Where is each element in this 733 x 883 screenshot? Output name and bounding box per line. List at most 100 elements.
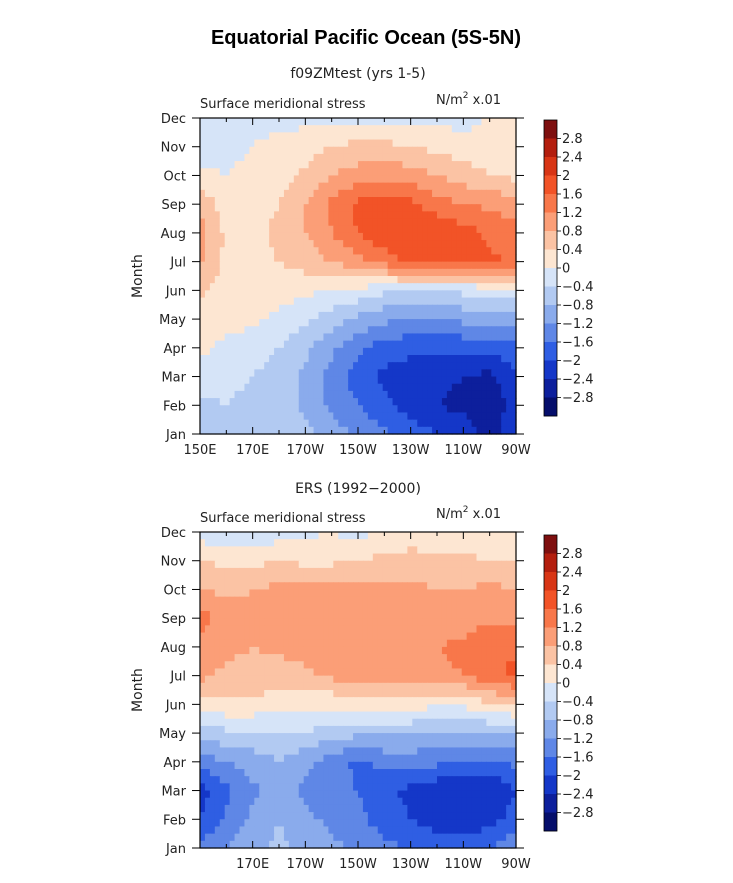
panel-observed-cell: [234, 668, 241, 677]
panel-model-cell: [288, 419, 295, 428]
panel-model-cell: [382, 319, 389, 327]
panel-model-cell: [377, 412, 384, 421]
panel-model-cell: [239, 139, 246, 148]
panel-model-cell: [224, 283, 231, 291]
panel-model-cell: [377, 369, 384, 378]
panel-observed-cell: [318, 661, 325, 670]
panel-model-cell: [204, 225, 211, 234]
panel-observed-cell: [343, 646, 349, 655]
panel-observed-cell: [254, 754, 260, 763]
panel-observed-cell: [219, 532, 226, 540]
panel-model-cell: [318, 297, 325, 306]
panel-model-cell: [446, 139, 453, 148]
panel-model-cell: [219, 412, 226, 421]
panel-model-cell: [506, 390, 512, 399]
panel-model-cell: [432, 182, 438, 191]
panel-model-cell: [412, 268, 418, 277]
panel-model-cell: [224, 211, 231, 220]
panel-observed-cell: [274, 697, 280, 705]
panel-observed-cell: [422, 575, 428, 583]
panel-observed-cell: [283, 560, 290, 569]
panel-observed-cell: [308, 740, 315, 749]
panel-model-cell: [209, 232, 216, 241]
panel-model-cell: [372, 240, 379, 248]
panel-model-cell: [308, 118, 315, 126]
panel-observed-cell: [481, 754, 487, 763]
panel-model-cell: [432, 247, 438, 256]
panel-model-cell: [209, 362, 216, 370]
panel-observed-cell: [338, 639, 344, 648]
panel-observed-cell: [283, 646, 290, 655]
panel-model-cell: [466, 383, 473, 392]
panel-model-cell: [249, 182, 255, 191]
panel-observed-cell: [343, 575, 349, 583]
panel-model-cell: [506, 225, 512, 234]
panel-observed-cell: [254, 596, 260, 605]
panel-observed-cell: [372, 718, 379, 727]
panel-observed-cell: [387, 575, 394, 583]
panel-observed-cell: [348, 690, 354, 698]
panel-model-cell: [254, 311, 260, 320]
panel-model-cell: [333, 254, 339, 263]
panel-observed-cell: [318, 611, 325, 619]
panel-model-cell: [259, 405, 265, 414]
panel-model-cell: [471, 297, 478, 306]
panel-observed-cell: [234, 625, 241, 634]
panel-model-cell: [446, 189, 453, 198]
panel-model-cell: [382, 304, 389, 313]
panel-observed-cell: [456, 704, 463, 713]
panel-observed-cell: [402, 646, 408, 655]
panel-observed-cell: [456, 690, 463, 698]
panel-observed-cell: [486, 711, 492, 720]
panel-model-cell: [343, 419, 349, 428]
panel-observed-cell: [441, 690, 448, 698]
panel-observed-cell: [313, 646, 320, 655]
panel-model-cell: [303, 132, 310, 141]
panel-model-cell: [501, 146, 507, 155]
panel-model-cell: [446, 197, 453, 205]
panel-observed-cell: [407, 639, 413, 648]
panel-model-cell: [333, 225, 339, 234]
panel-model-cell: [491, 390, 497, 399]
panel-observed-cell: [234, 646, 241, 655]
panel-model-cell: [427, 153, 433, 162]
panel-model-cell: [204, 369, 211, 378]
panel-model-cell: [239, 125, 246, 133]
panel-model-cell: [367, 189, 374, 198]
panel-observed-cell: [244, 718, 250, 727]
panel-model-cell: [209, 168, 216, 177]
panel-observed-cell: [412, 575, 418, 583]
panel-model-colorbar-swatch: [544, 268, 557, 287]
panel-model-cell: [427, 369, 433, 378]
panel-model-cell: [422, 390, 428, 399]
panel-observed-cell: [427, 646, 433, 655]
panel-model-cell: [214, 398, 221, 406]
panel-model-cell: [333, 218, 339, 227]
panel-model-cell: [417, 197, 423, 205]
panel-model-cell: [293, 326, 300, 335]
panel-model-cell: [343, 118, 349, 126]
panel-observed-cell: [491, 675, 497, 684]
panel-observed-cell: [219, 539, 226, 547]
panel-model-cell: [209, 333, 216, 342]
panel-model-cell: [274, 297, 280, 306]
panel-model-cell: [446, 182, 453, 191]
panel-model-cell: [362, 319, 369, 327]
panel-observed-cell: [244, 546, 250, 555]
panel-model-cell: [456, 204, 463, 212]
panel-observed-cell: [348, 718, 354, 727]
panel-model-cell: [437, 175, 443, 184]
panel-model-cell: [259, 125, 265, 133]
panel-model-cell: [402, 340, 408, 349]
panel-model-cell: [358, 153, 364, 162]
panel-model-cell: [427, 419, 433, 428]
panel-model-cell: [274, 204, 280, 212]
panel-model-cell: [387, 355, 394, 363]
panel-model-cell: [323, 362, 329, 370]
panel-model-cell: [461, 204, 468, 212]
panel-model-cell: [219, 161, 226, 169]
panel-observed-cell: [417, 589, 423, 598]
panel-model-cell: [308, 182, 315, 191]
panel-model-cell: [254, 369, 260, 378]
panel-observed-cell: [451, 567, 458, 576]
